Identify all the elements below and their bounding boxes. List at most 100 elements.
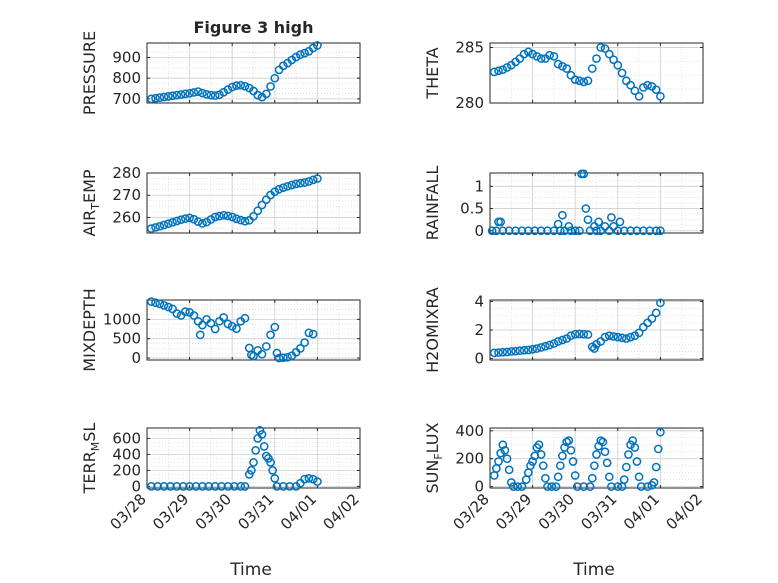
data-point [223, 85, 233, 94]
data-point [570, 471, 580, 480]
data-point [609, 332, 618, 341]
data-point [163, 92, 173, 101]
data-point [313, 174, 322, 183]
data-point [257, 200, 267, 210]
data-point [511, 346, 520, 356]
data-point [278, 183, 288, 193]
data-point [536, 450, 546, 459]
data-point [555, 461, 565, 471]
data-point [549, 51, 559, 61]
y-tick-label: 2 [474, 321, 484, 339]
data-point [615, 217, 625, 227]
data-point [146, 94, 156, 104]
y-tick-label: 200 [455, 450, 484, 468]
data-point [272, 348, 282, 358]
data-point [247, 466, 256, 475]
data-point [494, 348, 503, 357]
data-point [219, 87, 229, 97]
y-tick-label: 0.5 [460, 200, 484, 218]
data-point [215, 90, 224, 100]
axes-box [146, 427, 361, 489]
data-point [536, 343, 546, 352]
data-point [547, 482, 557, 491]
data-point [232, 324, 241, 333]
data-point [496, 217, 505, 227]
data-point [656, 91, 665, 101]
data-point [500, 445, 510, 455]
data-point [543, 226, 552, 236]
data-point [613, 332, 623, 342]
subplot-theta: 280 285 THETA [423, 38, 704, 112]
data-point [159, 482, 169, 491]
data-point [261, 89, 271, 99]
data-point [313, 41, 322, 50]
data-point [609, 55, 618, 65]
y-tick-label: 400 [455, 422, 484, 440]
data-point [206, 90, 216, 100]
axes-box [146, 172, 361, 234]
axes-box [489, 42, 704, 104]
data-point [566, 445, 576, 455]
data-point [519, 49, 529, 59]
data-point [575, 226, 584, 236]
y-tick-label: 0 [131, 477, 141, 495]
data-point [206, 318, 216, 328]
data-point [543, 482, 552, 491]
data-point [590, 461, 599, 471]
data-point [643, 80, 652, 90]
data-point [600, 332, 610, 342]
data-point [287, 180, 297, 190]
y-tick-label: 500 [112, 330, 141, 348]
figure-xlabel-right: Time [572, 560, 615, 580]
data-point [643, 482, 652, 491]
data-point [575, 329, 584, 339]
y-tick-label: 800 [112, 69, 141, 87]
data-point [261, 451, 271, 461]
data-point [172, 309, 182, 318]
data-point [178, 482, 188, 491]
data-point [283, 181, 292, 191]
data-point [223, 319, 233, 329]
data-point [647, 314, 657, 323]
data-point [159, 92, 169, 102]
data-point [592, 54, 601, 63]
data-point [630, 443, 640, 452]
data-point [296, 50, 305, 59]
data-point [285, 482, 295, 491]
data-point [645, 226, 655, 236]
data-point [517, 482, 527, 491]
data-point [172, 482, 182, 491]
data-point [304, 328, 314, 338]
data-point [185, 213, 194, 223]
axes-box [146, 42, 361, 104]
y-tick-label: 0 [474, 350, 484, 368]
data-point [146, 482, 156, 491]
data-point [270, 322, 280, 332]
data-point [251, 446, 260, 455]
data-point [572, 482, 582, 491]
data-point [549, 339, 559, 348]
y-axis-label: PRESSURE [80, 31, 99, 115]
data-point [538, 461, 548, 471]
y-axis-label: RAINFALL [423, 166, 442, 241]
y-tick-label: 400 [112, 445, 141, 463]
data-point [300, 48, 309, 58]
data-point [585, 482, 595, 491]
data-point [198, 320, 207, 330]
data-point [283, 352, 292, 362]
data-point [634, 328, 644, 338]
data-point [227, 321, 237, 331]
data-point [656, 427, 665, 437]
data-point [656, 298, 665, 308]
y-axis-label: H2OMIXRA [423, 287, 442, 373]
data-point [528, 344, 537, 354]
data-point [579, 482, 589, 491]
data-point [308, 175, 318, 185]
data-point [291, 52, 301, 62]
data-point [528, 457, 537, 466]
data-point [636, 482, 646, 491]
data-point [617, 333, 627, 343]
data-point [653, 444, 663, 454]
data-point [253, 206, 263, 216]
data-point [607, 213, 616, 222]
